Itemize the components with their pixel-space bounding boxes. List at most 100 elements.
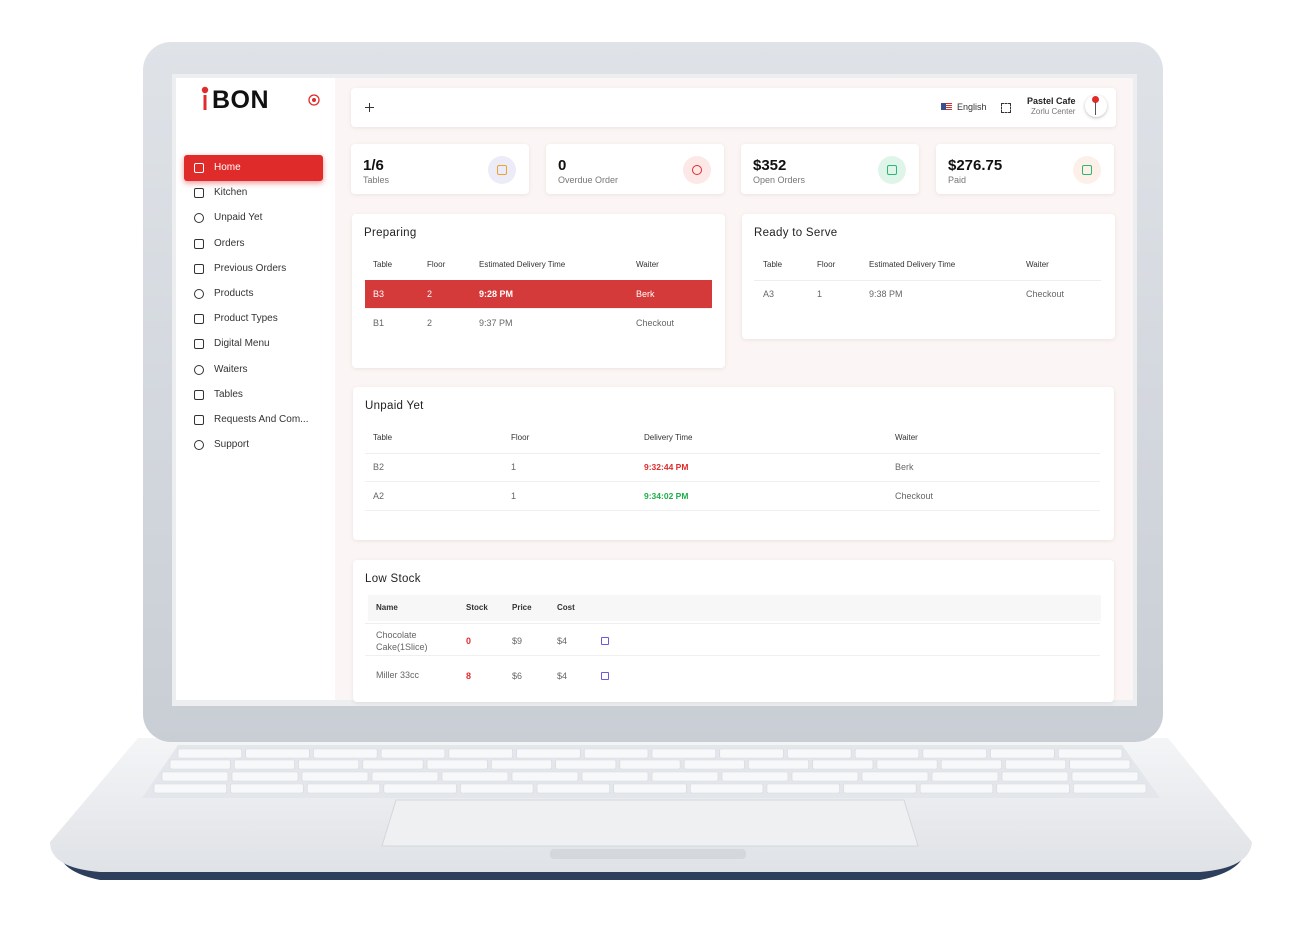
logo-dot: [201, 86, 209, 94]
menu-item[interactable]: Product Types: [214, 313, 278, 325]
collapse-icon-dot: [312, 98, 316, 102]
header-divider: [365, 453, 1100, 454]
row-divider: [365, 510, 1100, 511]
table-cell: 8: [466, 671, 472, 681]
header-divider: [365, 623, 1100, 624]
stat-label: Tables: [363, 175, 390, 185]
key: [922, 748, 987, 759]
header-bar: [351, 88, 1116, 127]
menu-icon: [194, 263, 204, 274]
menu-icon: [194, 289, 204, 299]
highlight-row: [365, 280, 712, 308]
column-header: Table: [373, 433, 393, 442]
key: [876, 759, 938, 770]
table-cell: B3: [373, 289, 385, 299]
menu-item[interactable]: Digital Menu: [214, 338, 270, 350]
key: [233, 759, 295, 770]
card-title: Low Stock: [365, 573, 421, 585]
menu-item[interactable]: Orders: [214, 237, 245, 249]
key: [787, 748, 852, 759]
menu-icon: [194, 188, 204, 199]
edit-icon[interactable]: [601, 672, 609, 680]
header-divider: [754, 280, 1101, 281]
key: [766, 783, 840, 794]
menu-item[interactable]: Support: [214, 439, 250, 451]
collapse-icon[interactable]: [308, 94, 320, 106]
key: [177, 748, 243, 759]
key: [169, 759, 231, 770]
menu-icon: [194, 238, 204, 249]
avatar-pin: [1092, 96, 1099, 103]
key: [861, 771, 929, 782]
menu-item[interactable]: Requests And Com...: [214, 414, 309, 425]
key: [231, 771, 299, 782]
menu-icon: [194, 213, 204, 224]
logo-i: [203, 95, 207, 110]
column-header: Name: [376, 603, 398, 612]
column-header: Floor: [427, 260, 446, 269]
key: [812, 759, 874, 770]
add-icon-v: [369, 103, 371, 112]
key: [996, 783, 1070, 794]
key: [371, 771, 439, 782]
key: [301, 771, 369, 782]
menu-item[interactable]: Products: [214, 288, 254, 299]
table-cell: B2: [373, 462, 385, 472]
column-header: Floor: [511, 433, 530, 442]
menu-item[interactable]: Home: [214, 162, 241, 173]
key: [1071, 771, 1139, 782]
table-cell: 9:28 PM: [479, 289, 514, 299]
table-header-bg: [368, 595, 1101, 621]
table-cell: $6: [512, 671, 523, 681]
edit-icon[interactable]: [601, 637, 609, 645]
language[interactable]: English: [957, 102, 987, 112]
menu-item[interactable]: Tables: [214, 388, 243, 400]
key: [854, 748, 920, 759]
cafe-location: Zorlu Center: [1031, 107, 1076, 116]
table-cell: A2: [373, 491, 385, 501]
table-cell: 1: [511, 491, 517, 501]
table-cell: $4: [557, 636, 568, 646]
key: [555, 759, 617, 770]
avatar-stem: [1095, 102, 1097, 115]
row-divider: [365, 481, 1100, 482]
key: [460, 783, 534, 794]
key: [931, 771, 999, 782]
key: [230, 783, 304, 794]
menu-item[interactable]: Kitchen: [214, 187, 248, 199]
column-header: Estimated Delivery Time: [479, 260, 566, 269]
column-header: Delivery Time: [644, 433, 693, 442]
key: [613, 783, 687, 794]
key: [306, 783, 381, 794]
key: [491, 759, 552, 770]
key: [719, 748, 784, 759]
card: [742, 214, 1115, 339]
key: [1057, 748, 1123, 759]
key: [940, 759, 1002, 770]
key: [843, 783, 917, 794]
key: [990, 748, 1055, 759]
table-cell: Checkout: [1026, 289, 1065, 299]
table-cell: $9: [512, 636, 523, 646]
key: [1073, 783, 1147, 794]
menu-item[interactable]: Previous Orders: [214, 262, 287, 274]
row-divider: [365, 655, 1100, 656]
key: [383, 783, 457, 794]
menu-icon: [194, 339, 204, 350]
key: [1001, 771, 1069, 782]
menu-item[interactable]: Unpaid Yet: [214, 212, 263, 224]
fullscreen-icon[interactable]: [1001, 103, 1011, 113]
menu-icon: [194, 415, 204, 425]
table-cell: A3: [763, 289, 775, 299]
table-cell: 2: [427, 318, 433, 328]
key: [298, 759, 360, 770]
flag: [941, 103, 952, 110]
key: [441, 771, 509, 782]
stat-icon-bg: [488, 156, 516, 184]
key: [690, 783, 764, 794]
menu-item[interactable]: Waiters: [214, 363, 248, 375]
menu-icon: [194, 314, 204, 325]
column-header: Floor: [817, 260, 836, 269]
key: [380, 748, 446, 759]
column-header: Table: [763, 260, 783, 269]
